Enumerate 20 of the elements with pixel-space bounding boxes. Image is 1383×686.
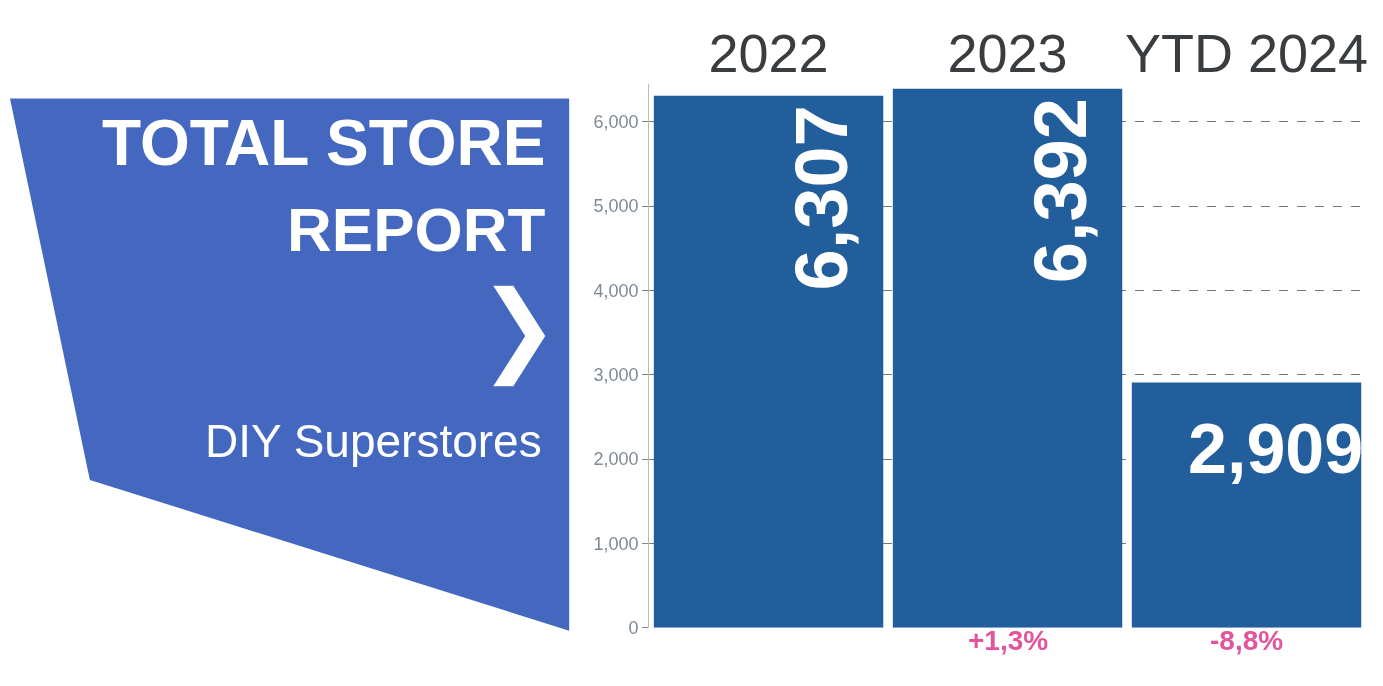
annotation: -8,8%: [1210, 625, 1284, 656]
data-label: 6,307: [779, 105, 863, 291]
y-tick-label: 0: [628, 618, 639, 639]
y-tick-label: 5,000: [593, 196, 639, 217]
bar: [653, 95, 884, 628]
y-tick-label: 6,000: [593, 112, 639, 133]
y-tick-label: 1,000: [593, 533, 639, 554]
data-label: 6,392: [1018, 98, 1102, 284]
bar: [892, 88, 1123, 628]
x-tick-label: 2022: [708, 22, 829, 83]
annotation: +1,3%: [968, 625, 1049, 656]
x-tick-label: 2023: [947, 22, 1068, 83]
bar: [1131, 382, 1362, 628]
y-tick-label: 3,000: [593, 365, 639, 386]
data-label: 2,909: [1188, 410, 1364, 488]
y-tick-label: 4,000: [593, 280, 639, 301]
x-tick-label: YTD 2024: [1124, 22, 1369, 83]
y-tick-label: 2,000: [593, 449, 639, 470]
text: DIY Superstores: [205, 415, 542, 467]
text: TOTAL STORE REPORT: [102, 107, 546, 264]
